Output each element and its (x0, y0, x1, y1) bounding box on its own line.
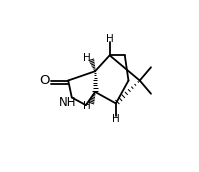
Text: H: H (112, 114, 120, 124)
Text: NH: NH (59, 96, 76, 109)
Text: O: O (40, 74, 50, 87)
Text: H: H (83, 101, 91, 111)
Text: H: H (106, 34, 114, 44)
Text: H: H (83, 53, 91, 63)
